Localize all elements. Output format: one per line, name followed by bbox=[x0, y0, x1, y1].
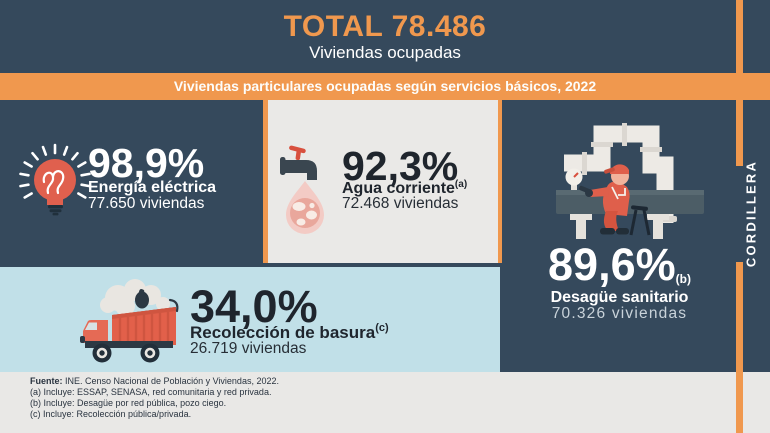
stat-basura-label: Recolección de basura(c) bbox=[190, 322, 389, 342]
note-ref-c: (c) bbox=[375, 322, 389, 334]
source-line: Fuente: INE. Censo Nacional de Población… bbox=[30, 376, 279, 386]
stat-agua-count: 72.468 viviendas bbox=[342, 195, 459, 212]
total-title: TOTAL 78.486 bbox=[283, 10, 487, 43]
right-rail-line-top bbox=[736, 0, 743, 166]
stat-basura-pct: 34,0% bbox=[190, 281, 318, 332]
stat-energia-count: 77.650 viviendas bbox=[88, 195, 205, 212]
note-ref-a: (a) bbox=[454, 179, 468, 190]
stat-agua-label: Agua corriente(a) bbox=[342, 179, 468, 197]
panel-agua-corriente bbox=[263, 100, 502, 263]
stat-desague-pct: 89,6% bbox=[548, 239, 676, 290]
stat-energia-pct: 98,9% bbox=[88, 140, 205, 186]
stat-agua-pct: 92,3% bbox=[342, 143, 459, 189]
stat-desague-label: Desagüe sanitario bbox=[550, 289, 689, 306]
total-subtitle: Viviendas ocupadas bbox=[309, 43, 461, 62]
stat-desague-count: 70.326 viviendas bbox=[551, 305, 688, 322]
stat-basura-count: 26.719 viviendas bbox=[190, 340, 307, 357]
panel-recoleccion-basura bbox=[0, 267, 500, 372]
footer-band bbox=[0, 372, 770, 433]
garbage-truck-icon bbox=[80, 279, 179, 363]
section-banner-text: Viviendas particulares ocupadas según se… bbox=[173, 78, 597, 94]
note-b: (b) Incluye: Desagüe por red pública, po… bbox=[30, 398, 227, 408]
faucet-drop-icon bbox=[280, 145, 324, 234]
region-label: CORDILLERA bbox=[743, 159, 759, 268]
footer-notes: Fuente: INE. Censo Nacional de Población… bbox=[30, 376, 279, 420]
stat-desague-pct-row: 89,6%(b) bbox=[503, 242, 736, 287]
stat-energia-label: Energía eléctrica bbox=[88, 179, 217, 196]
note-c: (c) Incluye: Recolección pública/privada… bbox=[30, 409, 192, 419]
right-rail-line-bottom bbox=[736, 262, 743, 433]
note-a: (a) Incluye: ESSAP, SENASA, red comunita… bbox=[30, 387, 272, 397]
lightbulb-icon bbox=[19, 143, 91, 216]
plumber-pipes-icon bbox=[556, 123, 704, 239]
section-banner: Viviendas particulares ocupadas según se… bbox=[0, 73, 770, 100]
note-ref-b: (b) bbox=[675, 272, 691, 286]
